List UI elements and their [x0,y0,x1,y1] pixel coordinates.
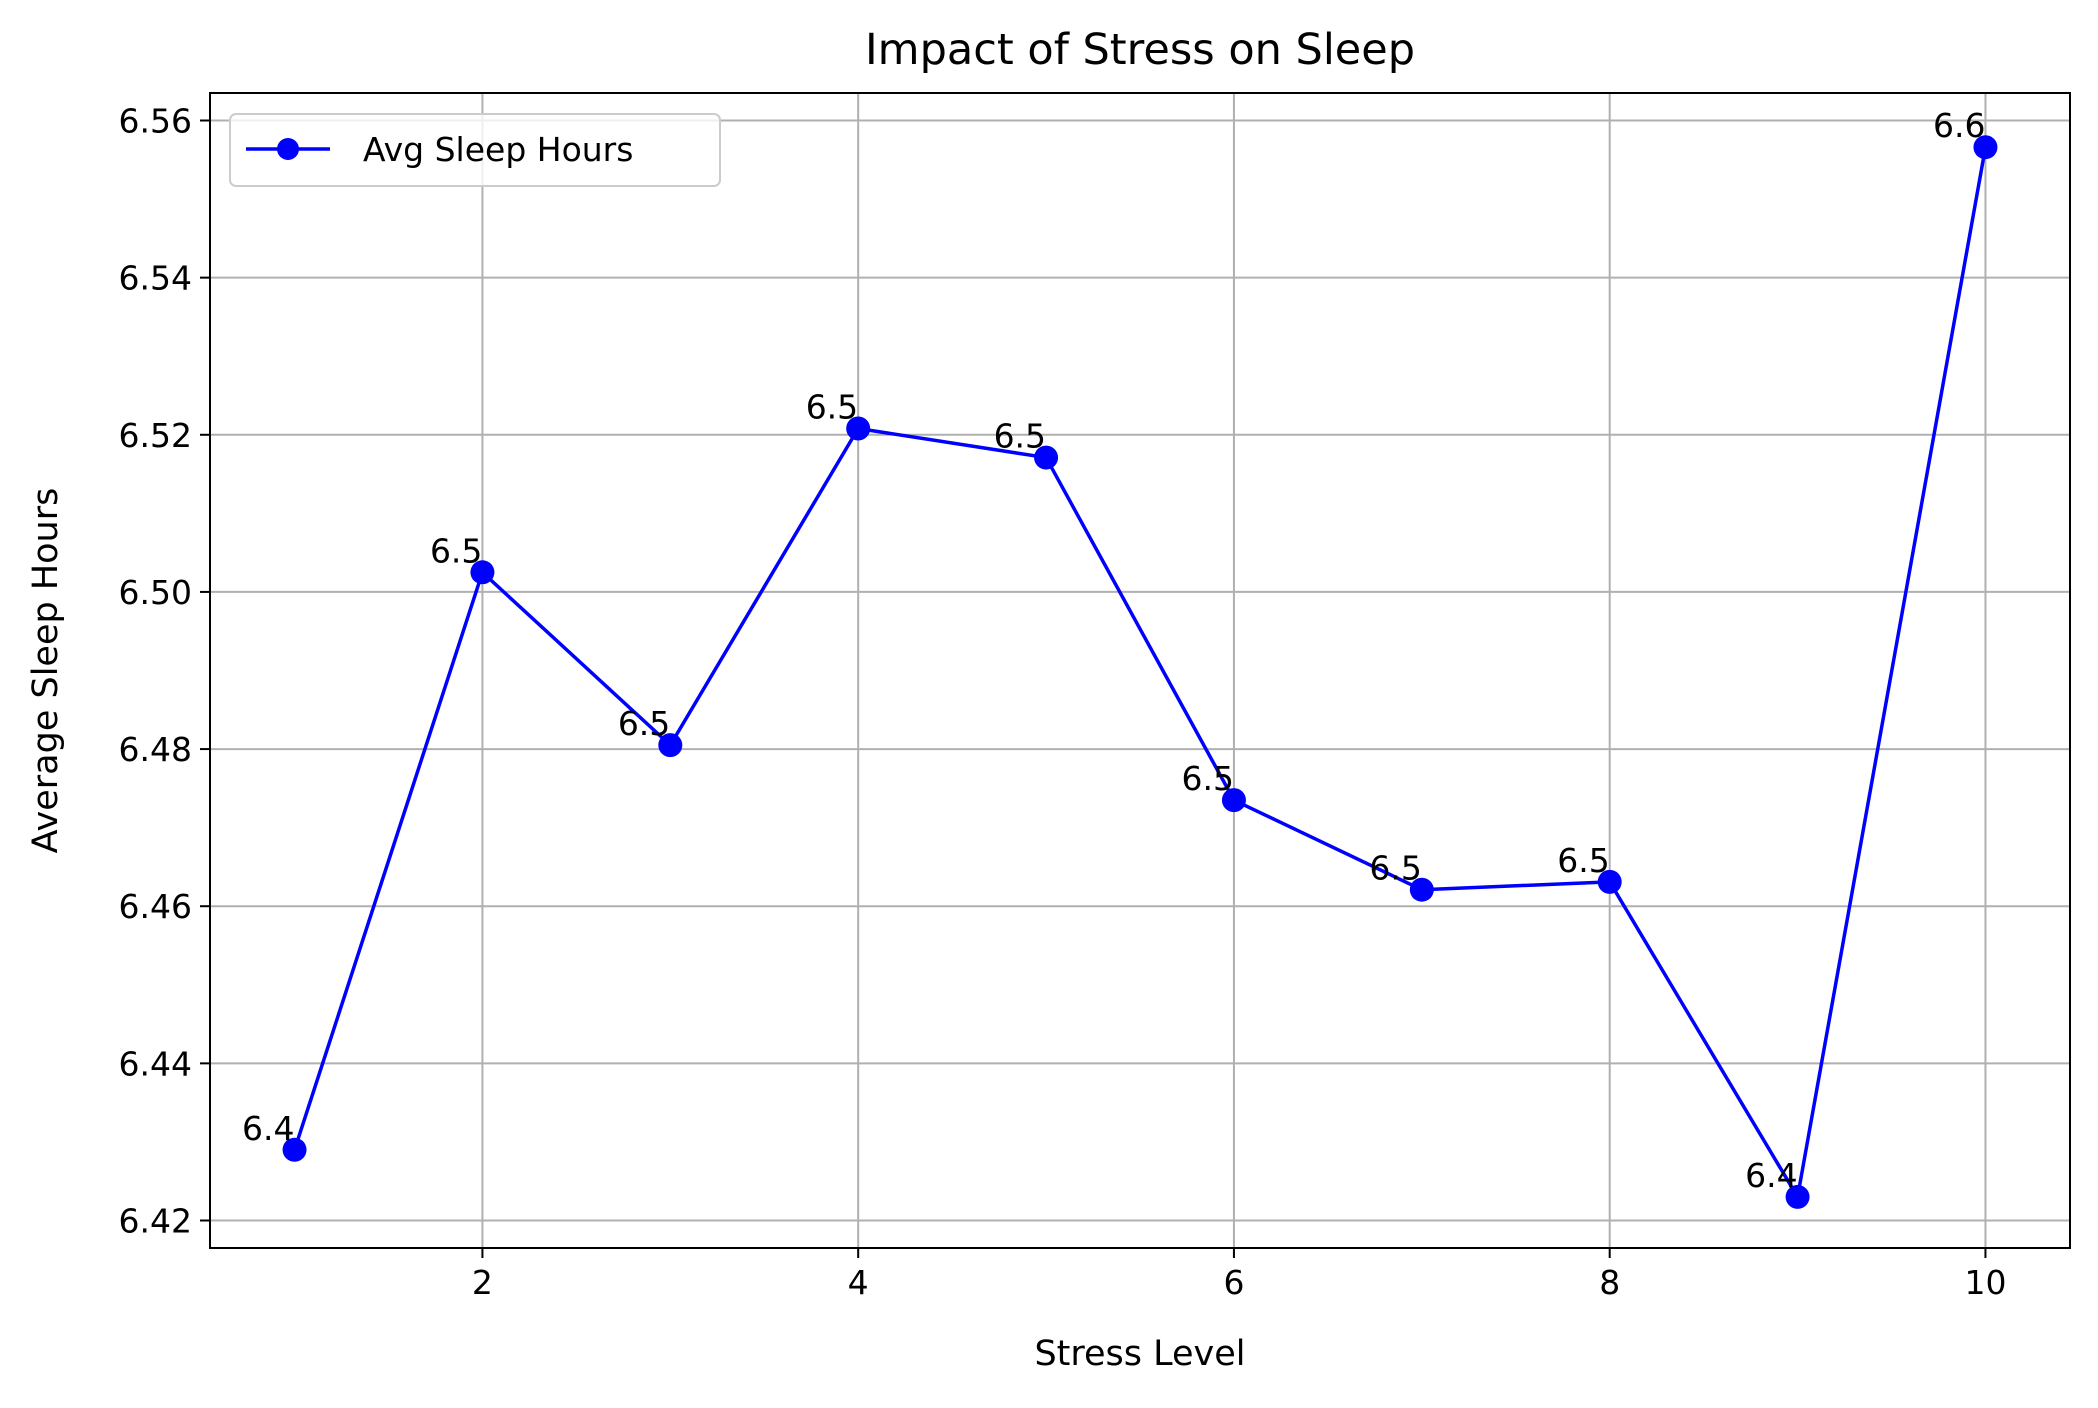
data-point [470,560,495,585]
y-axis-label: Average Sleep Hours [26,488,66,854]
plot-area-frame [209,92,2071,1249]
data-label: 6.5 [806,388,858,427]
data-label: 6.6 [1933,106,1985,145]
series-layer: 6.4 6.5 6.5 6.5 6.5 6.5 6.5 6.5 6.4 6.6 [242,106,1998,1209]
axis-ticks: 2 4 6 8 10 6.42 6.44 6.46 6.48 6.50 6.52 6.54 6.56 [119,102,2007,1303]
data-label: 6.4 [1745,1156,1797,1195]
y-tick-label: 6.48 [119,730,192,769]
data-point [1973,135,1998,160]
series-line [292,146,1988,1199]
data-point [1785,1184,1810,1209]
data-label: 6.5 [1181,759,1233,798]
x-axis-label: Stress Level [1034,1334,1245,1374]
x-tick-label: 6 [1223,1263,1244,1302]
data-point [1034,445,1059,470]
y-tick-label: 6.46 [119,887,192,926]
data-point [658,733,683,758]
x-tick-label: 2 [472,1263,493,1302]
data-label: 6.4 [242,1109,294,1148]
data-point [846,416,871,441]
y-tick-label: 6.56 [119,102,192,141]
data-label: 6.5 [994,417,1046,456]
data-label: 6.5 [1369,849,1421,888]
y-tick-label: 6.42 [119,1202,192,1241]
legend-label: Avg Sleep Hours [363,130,633,169]
data-label: 6.5 [618,704,670,743]
x-tick-label: 10 [1964,1263,2006,1302]
y-tick-label: 6.44 [119,1044,192,1083]
legend-box [229,113,721,187]
grid-lines [210,93,2070,1248]
data-point [1221,788,1246,813]
data-label: 6.5 [430,531,482,570]
y-tick-label: 6.52 [119,416,192,455]
data-point [1597,869,1622,894]
legend-marker-swatch [277,138,299,160]
data-point [1409,877,1434,902]
x-tick-label: 4 [848,1263,869,1302]
chart-title: Impact of Stress on Sleep [865,25,1415,75]
y-tick-label: 6.54 [119,259,192,298]
data-label: 6.5 [1557,841,1609,880]
x-tick-label: 8 [1599,1263,1620,1302]
data-point [282,1137,307,1162]
y-tick-label: 6.50 [119,573,192,612]
legend: Avg Sleep Hours [229,113,721,187]
